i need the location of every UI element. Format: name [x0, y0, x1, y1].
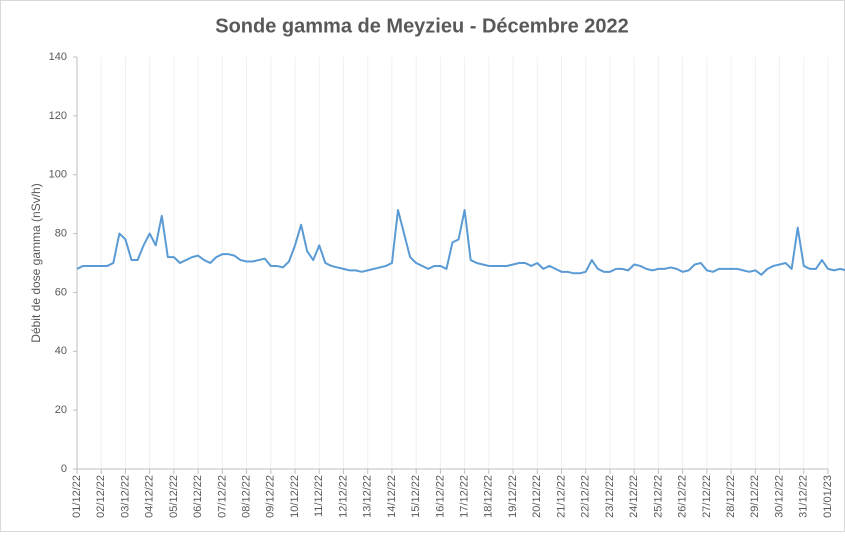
x-tick-label: 05/12/22	[168, 475, 180, 518]
y-tick-label: 60	[55, 286, 67, 298]
x-tick-label: 22/12/22	[580, 475, 592, 518]
chart-title: Sonde gamma de Meyzieu - Décembre 2022	[215, 15, 629, 37]
y-tick-label: 40	[55, 345, 67, 357]
y-tick-label: 140	[49, 51, 67, 63]
x-tick-label: 26/12/22	[677, 475, 689, 518]
x-tick-label: 21/12/22	[555, 475, 567, 518]
x-tick-label: 01/12/22	[71, 475, 83, 518]
x-tick-label: 11/12/22	[313, 475, 325, 517]
x-tick-label: 12/12/22	[337, 475, 349, 518]
x-tick-label: 08/12/22	[240, 475, 252, 518]
x-tick-label: 31/12/22	[798, 475, 810, 518]
x-tick-label: 20/12/22	[531, 475, 543, 518]
x-tick-label: 09/12/22	[265, 475, 277, 518]
x-tick-label: 27/12/22	[701, 475, 713, 518]
x-tick-label: 13/12/22	[362, 475, 374, 518]
x-tick-label: 03/12/22	[119, 475, 131, 518]
x-tick-label: 06/12/22	[192, 475, 204, 518]
x-tick-label: 30/12/22	[773, 475, 785, 518]
x-tick-label: 29/12/22	[749, 475, 761, 518]
x-tick-label: 17/12/22	[459, 475, 471, 518]
x-tick-label: 18/12/22	[483, 475, 495, 518]
x-tick-label: 10/12/22	[289, 475, 301, 518]
x-tick-label: 02/12/22	[95, 475, 107, 518]
x-tick-label: 04/12/22	[144, 475, 156, 518]
y-tick-label: 120	[49, 110, 67, 122]
x-tick-label: 07/12/22	[216, 475, 228, 518]
x-tick-label: 15/12/22	[410, 475, 422, 518]
x-tick-label: 14/12/22	[386, 475, 398, 518]
y-tick-label: 100	[49, 169, 67, 181]
x-tick-label: 19/12/22	[507, 475, 519, 518]
x-tick-label: 25/12/22	[652, 475, 664, 518]
x-tick-label: 01/01/23	[822, 475, 834, 518]
x-tick-label: 16/12/22	[434, 475, 446, 518]
x-tick-label: 23/12/22	[604, 475, 616, 518]
x-tick-label: 24/12/22	[628, 475, 640, 518]
data-line	[76, 209, 845, 276]
y-tick-label: 20	[55, 404, 67, 416]
y-tick-label: 0	[61, 463, 67, 475]
x-tick-label: 28/12/22	[725, 475, 737, 518]
y-tick-label: 80	[55, 227, 67, 239]
y-axis-label: Débit de dose gamma (nSv/h)	[29, 183, 43, 342]
